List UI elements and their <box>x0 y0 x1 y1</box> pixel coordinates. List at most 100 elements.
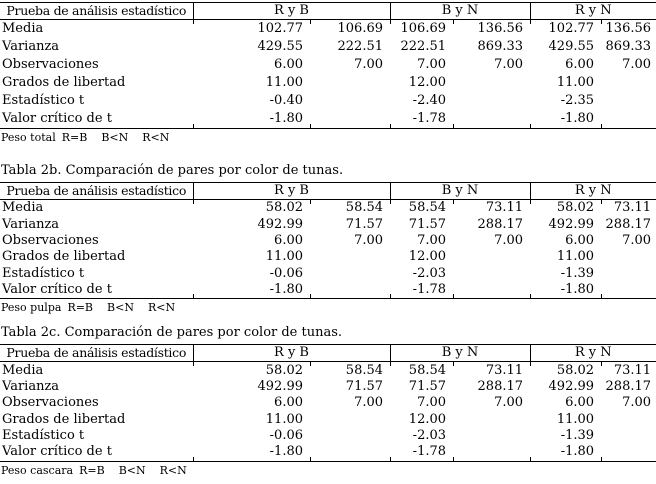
stat-cell: 71.57 <box>408 378 447 394</box>
footnote-comparison: R<N <box>159 463 187 477</box>
table-row: Media 102.77 106.69 106.69 136.56 102.77… <box>0 19 656 39</box>
stat-cell: 7.00 <box>354 395 384 411</box>
pair-header-r-y-b: R y B <box>192 2 391 20</box>
header-row: Prueba de análisis estadístico R y B B y… <box>0 344 656 363</box>
stat-cell <box>601 74 656 92</box>
stat-cell: -1.80 <box>193 444 310 462</box>
stat-cell: 6.00 <box>565 232 595 248</box>
stat-cell: 58.02 <box>530 199 601 217</box>
stat-cell: 12.00 <box>408 75 447 90</box>
stat-cell: -1.80 <box>530 444 602 462</box>
stat-cell: 73.11 <box>453 199 530 217</box>
stat-cell: 7.00 <box>417 57 447 72</box>
stat-cell: 7.00 <box>622 395 652 411</box>
stat-cell <box>310 92 390 110</box>
stat-cell <box>453 281 531 300</box>
stat-cell <box>601 249 656 265</box>
stat-cell: 106.69 <box>310 19 390 39</box>
stat-cell <box>453 110 531 129</box>
pair-header-r-y-b: R y B <box>192 182 391 200</box>
stat-cell: 136.56 <box>601 19 656 39</box>
stat-cell <box>453 249 530 265</box>
stat-cell: 58.02 <box>193 199 310 217</box>
stat-cell: 288.17 <box>605 216 652 232</box>
row-label: Grados de libertad <box>2 411 126 427</box>
stat-cell: 58.02 <box>193 361 310 379</box>
stat-cell: 73.11 <box>601 199 656 217</box>
stat-cell: 71.57 <box>345 378 384 394</box>
stat-cell <box>453 412 530 428</box>
table-footnote-2a: Peso total R=B B<N R<N <box>0 131 656 144</box>
footnote-comparison: R=B <box>67 301 94 315</box>
footnote-comparison: R=B <box>61 131 88 144</box>
row-label: Valor crítico de t <box>0 110 193 129</box>
header-row: Prueba de análisis estadístico R y B B y… <box>0 182 656 200</box>
stat-cell: -2.03 <box>412 265 447 281</box>
table-footnote-2c: Peso cascara R=B B<N R<N <box>0 464 656 477</box>
row-label: Media <box>2 362 44 378</box>
stat-cell <box>310 428 390 444</box>
test-column-header: Prueba de análisis estadístico <box>0 2 193 20</box>
stat-cell: 12.00 <box>408 411 447 427</box>
stat-cell: 869.33 <box>477 39 524 54</box>
stat-cell: -1.80 <box>193 110 310 129</box>
table-caption-2c: Tabla 2c. Comparación de pares por color… <box>1 325 343 341</box>
stat-cell: 7.00 <box>354 57 384 72</box>
row-label: Estadístico t <box>2 93 85 108</box>
table-row: Observaciones 6.00 7.00 7.00 7.00 6.00 7… <box>0 395 656 411</box>
pair-header-r-y-n: R y N <box>529 2 656 20</box>
stat-cell: -2.35 <box>560 93 595 108</box>
stat-cell: 12.00 <box>408 249 447 265</box>
stat-cell: -2.03 <box>412 428 447 444</box>
table-row: Media 58.02 58.54 58.54 73.11 58.02 73.1… <box>0 199 656 217</box>
stat-cell: -1.78 <box>390 110 454 129</box>
row-label: Media <box>2 200 44 216</box>
stat-cell: -1.80 <box>530 281 602 300</box>
stat-cell: 58.02 <box>530 361 601 379</box>
footnote-label: Peso total <box>1 131 56 144</box>
table-row: Estadístico t -0.40 -2.40 -2.35 <box>0 92 656 110</box>
stat-cell: 6.00 <box>274 395 303 411</box>
footnote-comparison: R<N <box>147 301 176 315</box>
stat-cell: 58.54 <box>310 361 390 379</box>
table-row: Varianza 429.55 222.51 222.51 869.33 429… <box>0 38 656 56</box>
row-label: Observaciones <box>2 395 99 411</box>
table-row: Media 58.02 58.54 58.54 73.11 58.02 73.1… <box>0 361 656 379</box>
test-column-header: Prueba de análisis estadístico <box>0 344 193 363</box>
stat-cell: 222.51 <box>400 39 447 54</box>
stat-cell: 11.00 <box>556 75 595 90</box>
pair-header-b-y-n: B y N <box>389 182 531 200</box>
row-label: Varianza <box>2 216 60 232</box>
stat-cell: -1.80 <box>530 110 602 129</box>
row-label: Varianza <box>2 378 60 394</box>
stat-cell: 11.00 <box>265 411 303 427</box>
table-row: Grados de libertad 11.00 12.00 11.00 <box>0 412 656 428</box>
table-row: Grados de libertad 11.00 12.00 11.00 <box>0 249 656 265</box>
stat-cell <box>601 92 656 110</box>
stat-cell: 11.00 <box>265 249 303 265</box>
stat-cell <box>310 412 390 428</box>
stat-cell <box>601 412 656 428</box>
stat-cell <box>310 74 390 92</box>
table-row: Grados de libertad 11.00 12.00 11.00 <box>0 74 656 92</box>
footnote-label: Peso pulpa <box>1 301 62 315</box>
stat-cell: 492.99 <box>548 378 595 394</box>
table-row: Varianza 492.99 71.57 71.57 288.17 492.9… <box>0 379 656 395</box>
stat-cell <box>453 92 530 110</box>
stat-cell: 11.00 <box>556 249 595 265</box>
footnote-comparison: B<N <box>107 301 134 315</box>
footnote-comparison: B<N <box>118 463 146 477</box>
stat-cell: 11.00 <box>556 411 595 427</box>
stat-cell: 11.00 <box>265 75 303 90</box>
row-label: Valor crítico de t <box>0 281 193 300</box>
stat-cell: 136.56 <box>453 19 530 39</box>
stat-cell <box>601 428 656 444</box>
stat-cell: 429.55 <box>548 39 595 54</box>
stat-cell: 288.17 <box>477 378 524 394</box>
table-row: Observaciones 6.00 7.00 7.00 7.00 6.00 7… <box>0 233 656 249</box>
stat-cell: -0.40 <box>269 93 303 108</box>
stat-cell: -1.80 <box>193 281 310 300</box>
stat-cell: 73.11 <box>453 361 530 379</box>
stat-cell: 73.11 <box>601 361 656 379</box>
table-footnote-2b: Peso pulpa R=B B<N R<N <box>0 301 656 314</box>
